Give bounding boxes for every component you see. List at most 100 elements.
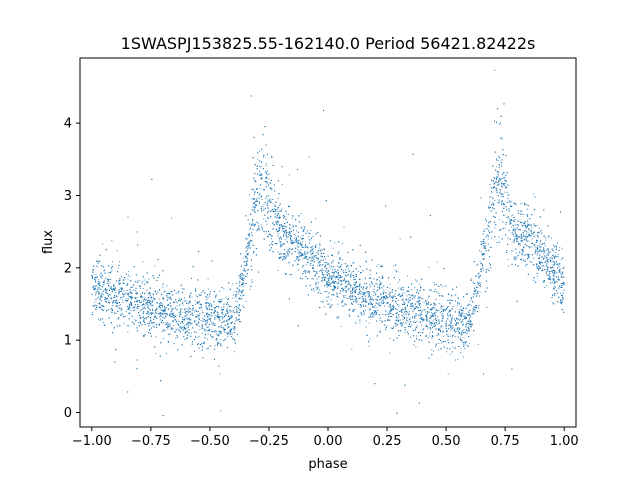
data-point bbox=[368, 299, 370, 301]
data-point bbox=[300, 255, 302, 257]
data-point bbox=[105, 277, 107, 279]
data-point bbox=[499, 190, 501, 192]
data-point bbox=[495, 190, 497, 192]
data-point bbox=[462, 356, 464, 358]
data-point bbox=[447, 313, 449, 315]
data-point bbox=[295, 237, 297, 239]
data-point bbox=[408, 310, 410, 312]
data-point bbox=[498, 171, 500, 173]
data-point bbox=[487, 238, 489, 240]
data-point bbox=[361, 313, 363, 315]
data-point bbox=[269, 187, 271, 189]
data-point bbox=[304, 257, 306, 259]
data-point bbox=[410, 295, 412, 297]
data-point bbox=[207, 326, 209, 328]
data-point bbox=[427, 325, 429, 327]
data-point bbox=[143, 279, 145, 281]
data-point bbox=[333, 282, 335, 284]
data-point bbox=[378, 280, 380, 282]
data-point bbox=[538, 268, 540, 270]
data-point bbox=[281, 244, 283, 246]
data-point bbox=[127, 271, 129, 273]
data-point bbox=[438, 309, 440, 311]
data-point bbox=[186, 300, 188, 302]
data-point bbox=[171, 307, 173, 309]
data-point bbox=[110, 271, 112, 273]
data-point bbox=[315, 282, 317, 284]
data-point bbox=[223, 330, 225, 332]
data-point bbox=[325, 258, 327, 260]
data-point bbox=[129, 307, 131, 309]
data-point bbox=[176, 320, 178, 322]
data-point bbox=[99, 320, 101, 322]
data-point bbox=[441, 342, 443, 344]
data-point bbox=[389, 316, 391, 318]
data-point bbox=[217, 335, 219, 337]
data-point bbox=[374, 310, 376, 312]
data-point bbox=[277, 233, 279, 235]
data-point bbox=[471, 323, 473, 325]
data-point bbox=[340, 325, 342, 327]
data-point bbox=[477, 344, 479, 346]
data-point bbox=[105, 292, 107, 294]
data-point bbox=[95, 291, 97, 293]
data-point bbox=[528, 256, 530, 258]
data-point bbox=[470, 320, 472, 322]
data-point bbox=[207, 278, 209, 280]
data-point bbox=[335, 278, 337, 280]
data-point bbox=[216, 330, 218, 332]
data-point bbox=[148, 278, 150, 280]
data-point bbox=[546, 248, 548, 250]
data-point bbox=[546, 270, 548, 272]
data-point bbox=[379, 319, 381, 321]
data-point bbox=[563, 266, 565, 268]
data-point bbox=[543, 248, 545, 250]
data-point bbox=[126, 324, 128, 326]
data-point bbox=[521, 253, 523, 255]
data-point bbox=[323, 306, 325, 308]
data-point bbox=[364, 277, 366, 279]
data-point bbox=[283, 233, 285, 235]
data-point bbox=[511, 226, 513, 228]
data-point bbox=[396, 312, 398, 314]
data-point bbox=[214, 315, 216, 317]
data-point bbox=[470, 278, 472, 280]
data-point bbox=[418, 303, 420, 305]
data-point bbox=[279, 216, 281, 218]
data-point bbox=[246, 269, 248, 271]
data-point bbox=[496, 159, 498, 161]
data-point bbox=[300, 212, 302, 214]
data-point bbox=[122, 292, 124, 294]
data-point bbox=[248, 236, 250, 238]
data-point bbox=[345, 304, 347, 306]
data-point bbox=[498, 180, 500, 182]
data-point bbox=[216, 339, 218, 341]
data-point bbox=[159, 304, 161, 306]
data-point bbox=[197, 311, 199, 313]
data-point bbox=[143, 296, 145, 298]
data-point bbox=[285, 230, 287, 232]
data-point bbox=[405, 298, 407, 300]
data-point bbox=[137, 300, 139, 302]
data-point bbox=[198, 322, 200, 324]
data-point bbox=[434, 288, 436, 290]
data-point bbox=[312, 245, 314, 247]
data-point bbox=[241, 295, 243, 297]
data-point bbox=[489, 183, 491, 185]
data-point bbox=[93, 305, 95, 307]
data-point bbox=[162, 286, 164, 288]
data-point bbox=[313, 278, 315, 280]
data-point bbox=[416, 335, 418, 337]
data-point bbox=[460, 348, 462, 350]
data-point bbox=[222, 314, 224, 316]
data-point bbox=[345, 297, 347, 299]
data-point bbox=[170, 316, 172, 318]
data-point bbox=[257, 223, 259, 225]
data-point bbox=[178, 326, 180, 328]
data-point bbox=[342, 295, 344, 297]
data-point bbox=[525, 203, 527, 205]
data-point bbox=[432, 307, 434, 309]
data-point bbox=[137, 281, 139, 283]
data-point bbox=[206, 348, 208, 350]
data-point bbox=[331, 266, 333, 268]
